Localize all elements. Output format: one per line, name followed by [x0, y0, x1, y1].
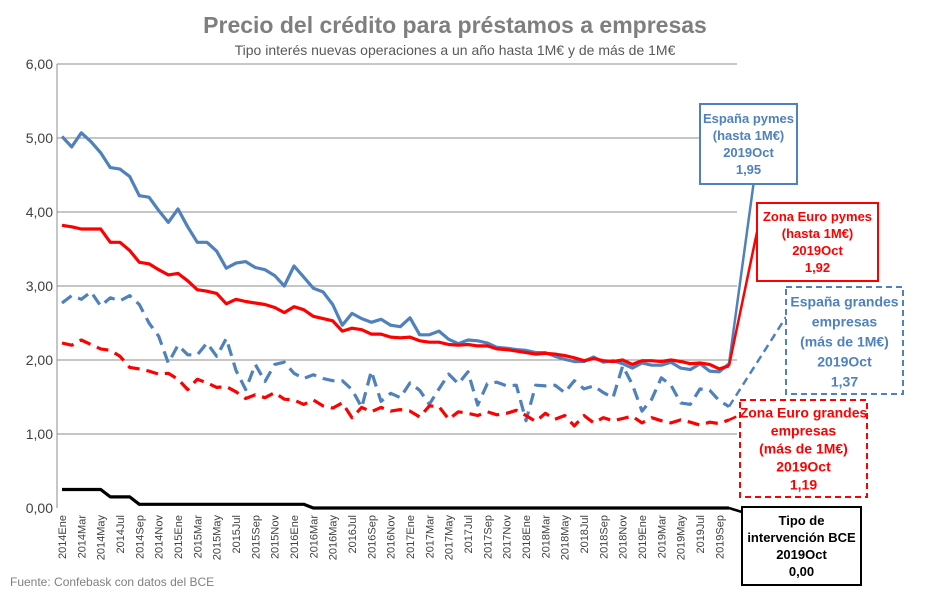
x-tick-label: 2016Sep [366, 515, 378, 559]
annotation-line: 1,95 [736, 162, 761, 177]
y-tick-label: 6,00 [26, 56, 53, 72]
annotation-line: (hasta 1M€) [782, 226, 854, 241]
annotation-line: 1,37 [831, 374, 858, 390]
annotation-line: 2019Oct [792, 243, 843, 258]
x-tick-label: 2017Ene [405, 515, 417, 559]
x-axis-ticks: 2014Ene 2014Mar 2014May 2014Jul 2014Sep 2014N… [57, 515, 726, 561]
annotation-line: Zona Euro grandes [740, 405, 868, 421]
series-line-5 [62, 487, 729, 510]
annotation-connector [727, 316, 788, 408]
x-tick-label: 2015May [212, 515, 224, 561]
y-tick-label: 4,00 [26, 204, 53, 220]
annotation-frame [741, 506, 862, 586]
annotation-frame [756, 202, 879, 282]
annotation-line: Zona Euro pymes [763, 209, 872, 224]
x-tick-label: 2016Ene [289, 515, 301, 559]
x-tick-label: 2015Mar [192, 515, 204, 559]
x-tick-label: 2015Sep [250, 515, 262, 559]
y-tick-label: 1,00 [26, 426, 53, 442]
annotation-line: (hasta 1M€) [713, 128, 785, 143]
chart-subtitle: Tipo interés nuevas operaciones a un año… [235, 42, 676, 58]
annotation-line: España pymes [703, 111, 794, 126]
chart-title: Precio del crédito para préstamos a empr… [203, 12, 707, 38]
annotation-line: España grandes [790, 294, 898, 310]
annotation-frame [785, 286, 904, 395]
annotation-box-1: España pymes (hasta 1M€) 2019Oct 1,95 [699, 103, 798, 185]
annotation-line: 0,00 [789, 564, 814, 579]
annotation-connector [728, 506, 743, 514]
y-axis-ticks: 0,00 1,00 2,00 3,00 4,00 5,00 6,00 [26, 56, 53, 516]
annotation-line: 2019Oct [817, 354, 872, 370]
x-tick-label: 2016Jul [347, 515, 359, 554]
series-line-4 [61, 338, 730, 428]
x-tick-label: 2018Mar [540, 515, 552, 559]
x-tick-label: 2018Ene [521, 515, 533, 559]
annotation-connectors [727, 183, 788, 514]
x-tick-label: 2017Nov [502, 515, 514, 560]
series-line-2 [61, 223, 730, 371]
x-tick-label: 2019Mar [656, 515, 668, 559]
annotation-line: 2019Oct [723, 145, 774, 160]
x-tick-label: 2014Nov [154, 515, 166, 560]
annotation-line: empresas [812, 314, 878, 330]
annotation-line: 1,92 [805, 260, 830, 275]
x-tick-label: 2018Jul [579, 515, 591, 554]
y-tick-label: 3,00 [26, 278, 53, 294]
series-lines [60, 131, 731, 510]
annotation-connector [727, 183, 755, 364]
annotation-connector [728, 413, 741, 422]
annotation-box-5: Tipo de intervención BCE 2019Oct 0,00 [741, 506, 862, 586]
annotation-line: intervención BCE [747, 530, 856, 545]
x-tick-label: 2019Ene [637, 515, 649, 559]
annotation-line: 1,19 [790, 477, 817, 493]
x-tick-label: 2014Mar [76, 515, 88, 559]
x-tick-label: 2017Sep [482, 515, 494, 559]
annotation-box-4: Zona Euro grandes empresas (más de 1M€) 201… [739, 399, 868, 498]
annotation-frame [739, 399, 868, 498]
annotation-box-3: España grandes empresas (más de 1M€) 2019Oc… [785, 286, 904, 395]
x-tick-label: 2016Nov [386, 515, 398, 560]
annotation-frame [699, 103, 798, 185]
series-line-3 [61, 290, 730, 423]
gridlines [56, 63, 737, 508]
source-note: Fuente: Confebask con datos del BCE [10, 575, 214, 589]
x-tick-label: 2019Jul [695, 515, 707, 554]
annotation-line: empresas [771, 423, 837, 439]
x-tick-label: 2014Sep [134, 515, 146, 559]
x-tick-label: 2017Jul [463, 515, 475, 554]
x-tick-label: 2018May [560, 515, 572, 561]
x-tick-label: 2017May [444, 515, 456, 561]
y-tick-label: 5,00 [26, 130, 53, 146]
x-tick-label: 2014Jul [115, 515, 127, 554]
y-tick-label: 0,00 [26, 500, 53, 516]
x-tick-label: 2017Mar [424, 515, 436, 559]
annotation-boxes: España pymes (hasta 1M€) 2019Oct 1,95 Zona E… [699, 103, 904, 586]
x-tick-label: 2014May [96, 515, 108, 561]
annotation-line: Tipo de [779, 513, 825, 528]
x-tick-label: 2019May [676, 515, 688, 561]
x-tick-label: 2014Ene [57, 515, 69, 559]
annotation-line: (más de 1M€) [759, 441, 848, 457]
annotation-connector [727, 231, 759, 367]
annotation-box-2: Zona Euro pymes (hasta 1M€) 2019Oct 1,92 [756, 202, 879, 282]
x-tick-label: 2019Sep [714, 515, 726, 559]
x-tick-label: 2015Nov [270, 515, 282, 560]
annotation-line: 2019Oct [776, 459, 831, 475]
x-tick-label: 2016Mar [308, 515, 320, 559]
x-tick-label: 2018Nov [618, 515, 630, 560]
y-tick-label: 2,00 [26, 352, 53, 368]
annotation-line: (más de 1M€) [800, 334, 889, 350]
x-tick-label: 2015Jul [231, 515, 243, 554]
x-tick-label: 2016May [328, 515, 340, 561]
annotation-line: 2019Oct [776, 547, 827, 562]
x-tick-label: 2015Ene [173, 515, 185, 559]
x-tick-label: 2018Sep [598, 515, 610, 559]
